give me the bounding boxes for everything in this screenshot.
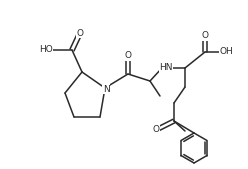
Text: N: N: [103, 84, 109, 93]
Text: O: O: [201, 31, 209, 41]
Text: HO: HO: [39, 45, 53, 54]
Text: OH: OH: [219, 47, 233, 56]
Text: HN: HN: [159, 64, 173, 73]
Text: O: O: [76, 29, 84, 38]
Text: O: O: [153, 126, 159, 135]
Text: O: O: [124, 52, 131, 61]
